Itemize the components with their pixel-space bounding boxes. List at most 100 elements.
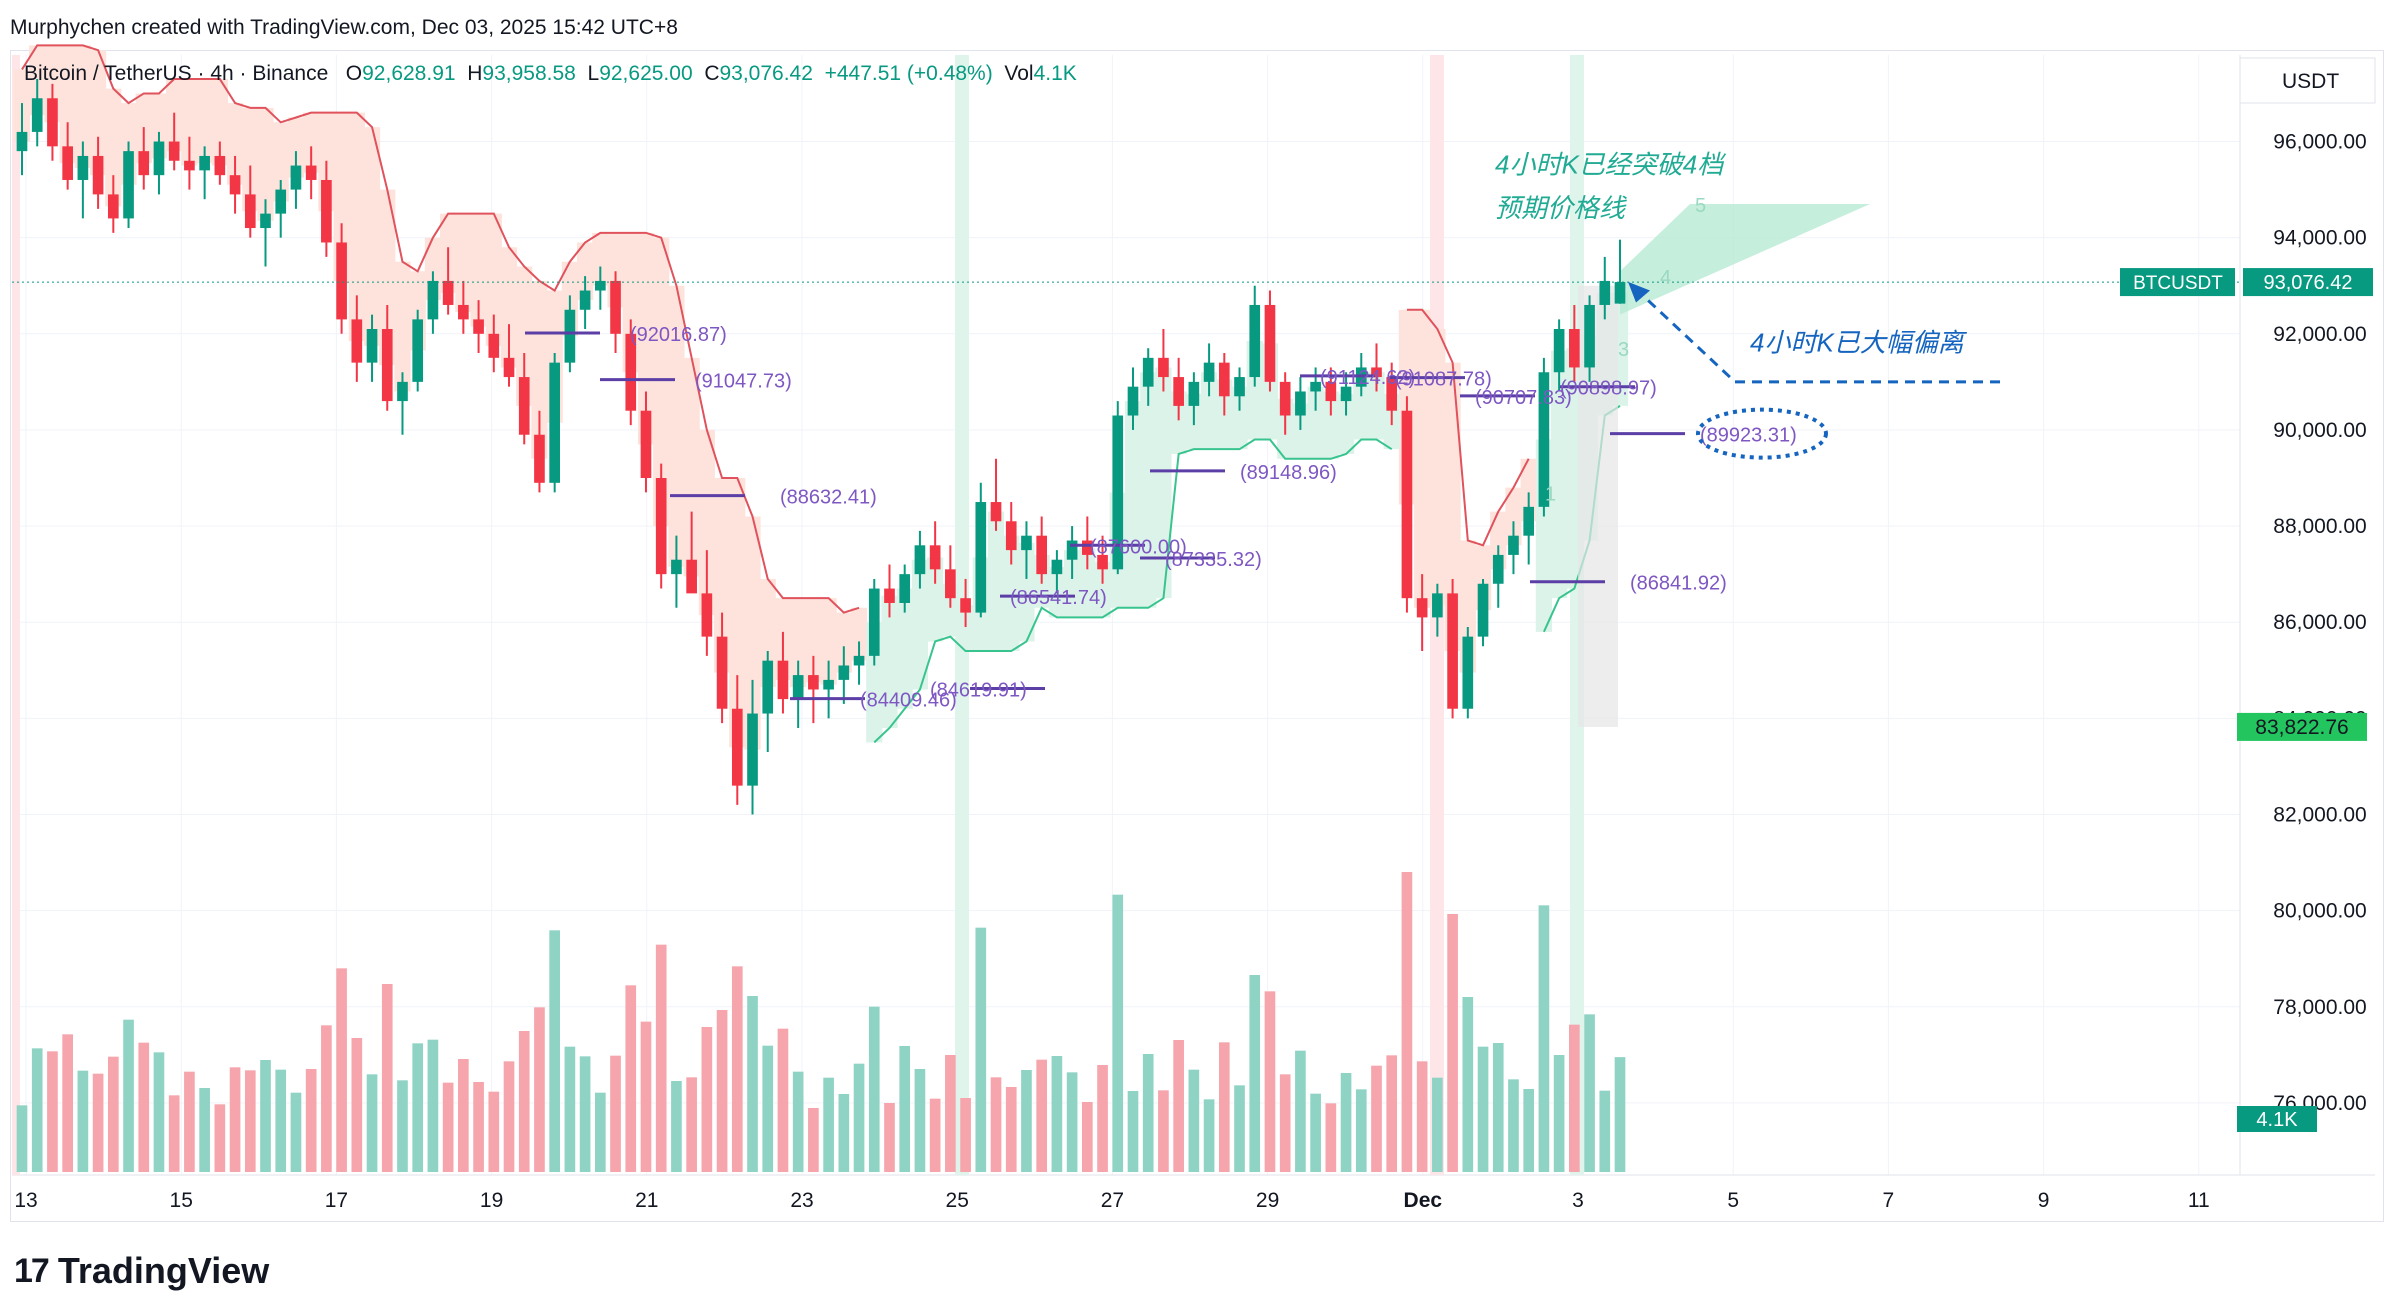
candle-body[interactable] [518, 377, 530, 435]
candle-body[interactable] [960, 598, 971, 613]
candle-body[interactable] [792, 675, 804, 700]
candle-body[interactable] [579, 290, 591, 310]
candle-body[interactable] [777, 660, 789, 700]
candle-body[interactable] [1021, 535, 1032, 551]
candle-body[interactable] [1447, 593, 1458, 709]
candle-body[interactable] [321, 179, 332, 243]
candle-body[interactable] [899, 574, 911, 603]
tradingview-brand[interactable]: 17 TradingView [14, 1250, 269, 1292]
candle-body[interactable] [655, 478, 667, 575]
candle-body[interactable] [473, 319, 484, 334]
candle-body[interactable] [1066, 540, 1078, 560]
candle-body[interactable] [945, 569, 956, 599]
candle-body[interactable] [1386, 377, 1398, 411]
candle-body[interactable] [366, 328, 378, 363]
candle-body[interactable] [153, 141, 165, 176]
candle-body[interactable] [1097, 554, 1108, 570]
candle-body[interactable] [1340, 386, 1352, 402]
candle-body[interactable] [31, 98, 43, 132]
candle-body[interactable] [640, 410, 652, 479]
candle-body[interactable] [1432, 593, 1443, 618]
candle-body[interactable] [1462, 636, 1474, 709]
candle-body[interactable] [503, 357, 515, 378]
candle-body[interactable] [534, 434, 545, 483]
candle-body[interactable] [290, 165, 302, 190]
candle-body[interactable] [1051, 559, 1063, 575]
candle-body[interactable] [1523, 506, 1535, 536]
candle-body[interactable] [397, 381, 408, 402]
candle-body[interactable] [1127, 386, 1139, 416]
candle-body[interactable] [336, 242, 347, 320]
candle-body[interactable] [929, 545, 941, 570]
candle-body[interactable] [1249, 304, 1261, 378]
candle-body[interactable] [1492, 554, 1504, 584]
candle-body[interactable] [77, 155, 89, 180]
candle-body[interactable] [808, 675, 819, 690]
candle-body[interactable] [1310, 381, 1321, 392]
candle-body[interactable] [1325, 381, 1337, 402]
candle-body[interactable] [16, 131, 28, 152]
currency-box[interactable] [2239, 57, 2376, 104]
candle-body[interactable] [762, 660, 774, 714]
candle-body[interactable] [610, 280, 621, 334]
candle-body[interactable] [427, 280, 439, 320]
candle-body[interactable] [1553, 328, 1565, 373]
symbol-title[interactable]: Bitcoin / TetherUS · 4h · Binance [24, 62, 329, 85]
candle-body[interactable] [1158, 357, 1169, 378]
candle-body[interactable] [123, 151, 134, 219]
candle-body[interactable] [1203, 362, 1215, 382]
candle-body[interactable] [1005, 521, 1017, 551]
candle-body[interactable] [1508, 535, 1519, 555]
candle-body[interactable] [1173, 377, 1184, 406]
candle-body[interactable] [823, 679, 834, 690]
candle-body[interactable] [884, 588, 895, 603]
candle-body[interactable] [138, 151, 150, 176]
candle-body[interactable] [701, 593, 713, 637]
candle-body[interactable] [229, 175, 241, 195]
candle-body[interactable] [1264, 304, 1276, 382]
candle-body[interactable] [990, 502, 1002, 522]
candle-body[interactable] [199, 155, 210, 171]
candle-body[interactable] [381, 328, 393, 402]
candle-body[interactable] [1188, 381, 1200, 406]
candle-body[interactable] [686, 559, 697, 594]
candle-body[interactable] [731, 708, 743, 786]
candle-body[interactable] [458, 304, 469, 320]
candle-body[interactable] [853, 655, 865, 666]
candle-body[interactable] [1112, 415, 1124, 570]
candle-body[interactable] [168, 141, 180, 161]
candle-body[interactable] [1584, 304, 1595, 368]
candle-body[interactable] [1234, 377, 1245, 397]
candle-body[interactable] [671, 559, 682, 575]
candle-body[interactable] [1401, 410, 1413, 599]
candle-body[interactable] [838, 665, 850, 680]
candle-body[interactable] [1295, 391, 1306, 416]
candle-body[interactable] [914, 545, 926, 575]
candle-body[interactable] [62, 146, 73, 180]
candle-body[interactable] [1279, 381, 1291, 416]
candle-body[interactable] [244, 194, 256, 229]
candle-body[interactable] [442, 280, 454, 305]
candle-body[interactable] [868, 588, 880, 656]
candle-body[interactable] [275, 189, 287, 214]
candle-body[interactable] [47, 98, 58, 147]
candle-body[interactable] [412, 319, 424, 382]
candle-body[interactable] [594, 280, 606, 291]
candle-body[interactable] [107, 194, 119, 219]
candle-body[interactable] [305, 165, 317, 180]
candle-body[interactable] [1218, 362, 1230, 397]
candle-body[interactable] [184, 160, 195, 171]
candle-body[interactable] [351, 319, 363, 363]
candle-body[interactable] [488, 333, 500, 358]
candle-body[interactable] [549, 362, 560, 483]
candle-body[interactable] [1036, 535, 1048, 575]
candle-body[interactable] [1614, 282, 1626, 304]
candle-body[interactable] [1371, 367, 1382, 378]
candle-body[interactable] [975, 502, 987, 613]
candle-body[interactable] [92, 155, 104, 195]
candle-body[interactable] [1599, 280, 1611, 305]
candle-body[interactable] [747, 713, 758, 786]
candle-body[interactable] [564, 309, 576, 363]
candle-body[interactable] [1082, 540, 1093, 555]
